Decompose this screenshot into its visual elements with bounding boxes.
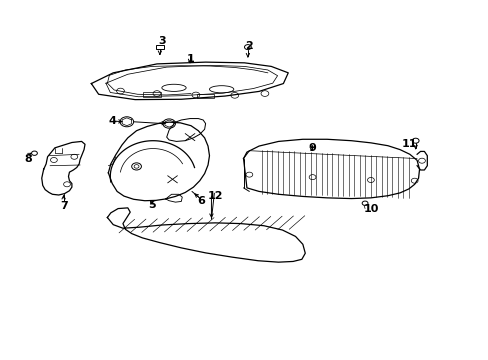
Text: 10: 10	[363, 203, 378, 213]
Text: 12: 12	[207, 191, 223, 201]
Text: 11: 11	[401, 139, 417, 149]
Text: 1: 1	[187, 54, 195, 64]
Text: 9: 9	[308, 143, 316, 153]
Text: 2: 2	[245, 41, 253, 51]
Text: 3: 3	[158, 36, 165, 46]
Text: 5: 5	[148, 200, 156, 210]
Text: 7: 7	[60, 201, 67, 211]
Text: 4: 4	[108, 116, 116, 126]
Text: 6: 6	[196, 197, 204, 206]
Text: 8: 8	[24, 154, 32, 163]
